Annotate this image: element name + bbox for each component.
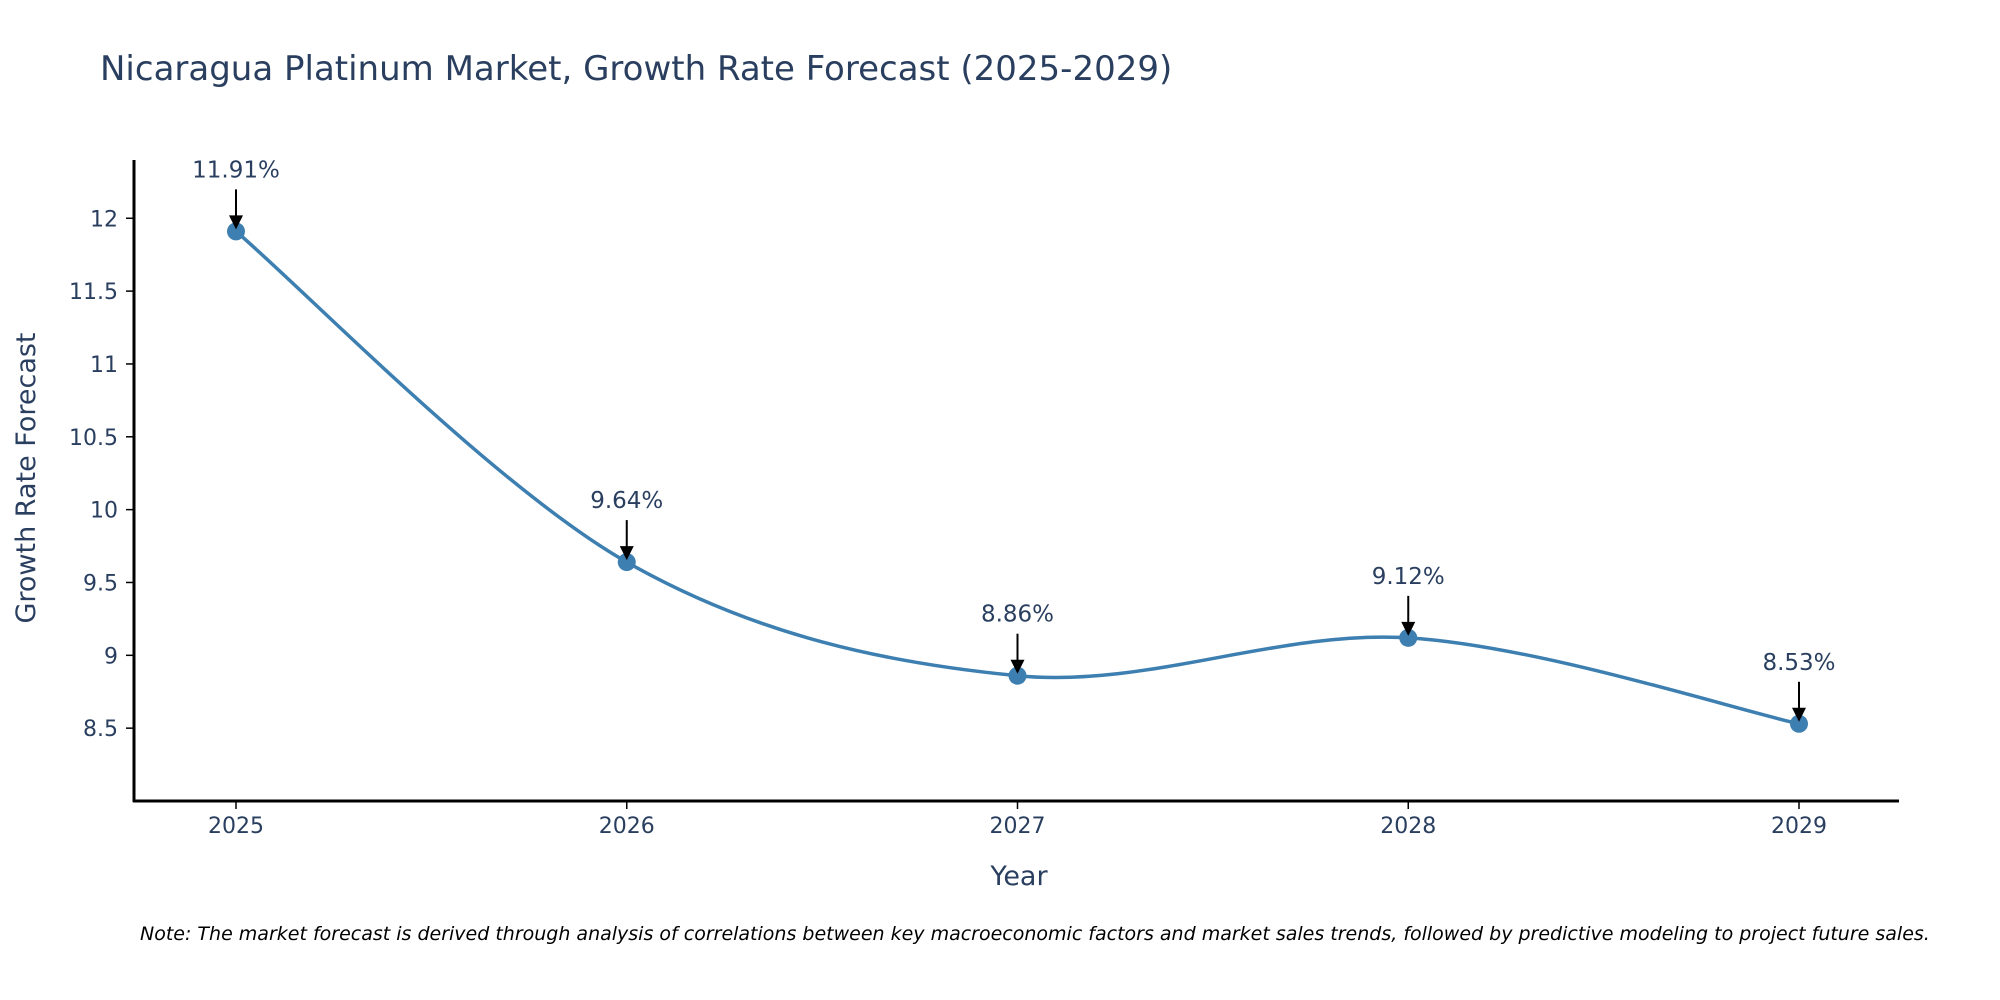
x-tick-label: 2026 bbox=[599, 814, 655, 839]
data-label: 8.86% bbox=[981, 602, 1054, 628]
x-tick-label: 2027 bbox=[990, 814, 1046, 839]
footnote: Note: The market forecast is derived thr… bbox=[140, 923, 1930, 945]
chart-title: Nicaragua Platinum Market, Growth Rate F… bbox=[100, 49, 1172, 89]
annotation-arrow-head bbox=[1010, 659, 1025, 674]
y-tick-label: 10 bbox=[90, 499, 118, 524]
y-tick-label: 11 bbox=[90, 353, 118, 378]
x-tick-label: 2028 bbox=[1380, 814, 1436, 839]
y-tick-label: 8.5 bbox=[83, 717, 118, 742]
y-axis-title: Growth Rate Forecast bbox=[11, 332, 42, 623]
y-ticks: 8.5 9 9.5 10 10.5 11 11.5 12 bbox=[69, 207, 134, 742]
annotation-arrow-head bbox=[619, 546, 634, 561]
annotation-arrow-head bbox=[1792, 707, 1806, 722]
data-label: 11.91% bbox=[192, 157, 280, 183]
data-label: 9.12% bbox=[1372, 564, 1445, 590]
y-tick-label: 11.5 bbox=[69, 280, 118, 305]
data-point bbox=[1399, 628, 1418, 647]
x-tick-label: 2025 bbox=[208, 814, 264, 839]
annotation-arrow-head bbox=[229, 215, 243, 230]
data-point bbox=[1008, 666, 1027, 685]
data-label: 9.64% bbox=[590, 488, 663, 514]
y-tick-label: 9.5 bbox=[83, 571, 118, 596]
data-point bbox=[1790, 714, 1808, 733]
y-tick-label: 9 bbox=[104, 644, 118, 669]
data-annotations: 11.91% 9.64% 8.86% 9.12% 8.53% bbox=[192, 157, 1836, 722]
data-label: 8.53% bbox=[1762, 650, 1835, 676]
y-tick-label: 12 bbox=[90, 207, 118, 232]
annotation-arrow-head bbox=[1401, 621, 1416, 636]
x-tick-label: 2029 bbox=[1771, 814, 1827, 839]
series-markers bbox=[227, 222, 1808, 733]
data-point bbox=[227, 222, 245, 241]
y-tick-label: 10.5 bbox=[69, 426, 118, 451]
x-axis-title: Year bbox=[989, 861, 1048, 892]
data-point bbox=[617, 553, 636, 572]
x-ticks: 2025 2026 2027 2028 2029 bbox=[208, 801, 1827, 839]
